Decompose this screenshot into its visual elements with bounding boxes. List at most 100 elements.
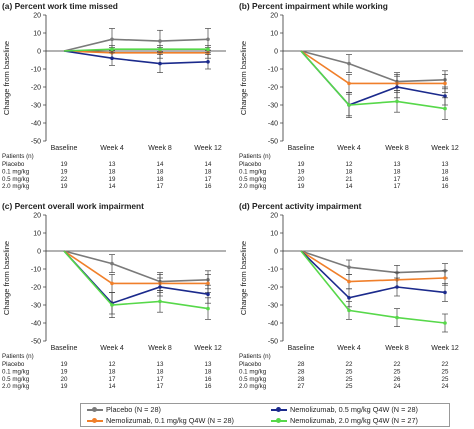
patients-count: 18 <box>205 168 212 175</box>
x-tick-label: Baseline <box>51 145 78 152</box>
patients-count: 28 <box>298 376 305 383</box>
patients-count: 14 <box>109 383 116 390</box>
patients-count: 22 <box>61 176 68 183</box>
patients-count: 24 <box>442 383 449 390</box>
data-point <box>443 106 447 111</box>
patients-count: 17 <box>109 376 116 383</box>
data-point <box>395 315 399 320</box>
patients-count: 13 <box>109 161 116 168</box>
x-tick-label: Week 4 <box>100 345 124 352</box>
patients-count: 25 <box>346 383 353 390</box>
legend-swatch-0-5mgkg <box>271 407 287 413</box>
x-tick-label: Baseline <box>288 145 315 152</box>
y-tick-label: -20 <box>31 284 41 291</box>
x-tick-label: Week 4 <box>337 345 361 352</box>
series-line <box>63 38 209 52</box>
y-tick-label: -30 <box>31 302 41 309</box>
patients-count: 17 <box>394 176 401 183</box>
legend-swatch-0-1mgkg <box>87 418 103 424</box>
data-point <box>110 56 114 60</box>
patients-count: 20 <box>298 176 305 183</box>
patients-row-label: Placebo <box>2 361 25 368</box>
data-point <box>110 47 114 51</box>
legend-item-0-5mgkg: Nemolizumab, 0.5 mg/kg Q4W (N = 28) <box>271 405 418 415</box>
series-line <box>63 250 209 310</box>
legend-swatch-2-0mgkg <box>271 418 287 424</box>
data-point <box>347 103 351 107</box>
patients-count: 18 <box>109 368 116 375</box>
y-tick-label: -40 <box>31 120 41 127</box>
data-point <box>158 299 162 304</box>
y-tick-label: 0 <box>274 248 278 255</box>
patients-count: 13 <box>394 161 401 168</box>
y-tick-label: 20 <box>270 212 278 219</box>
patients-count: 16 <box>442 176 449 183</box>
series-line <box>300 250 446 283</box>
data-point <box>206 47 210 51</box>
data-point <box>110 37 114 42</box>
patients-heading: Patients (n) <box>239 153 271 160</box>
y-tick-label: 10 <box>33 230 41 237</box>
data-point <box>347 61 351 66</box>
patients-count: 28 <box>298 361 305 368</box>
series-2-0mgkg <box>300 250 448 333</box>
patients-count: 16 <box>205 383 212 390</box>
series-placebo <box>300 250 448 281</box>
y-tick-label: -40 <box>268 320 278 327</box>
patients-row-label: 0.1 mg/kg <box>2 368 30 375</box>
y-tick-label: -10 <box>268 266 278 273</box>
y-tick-label: -20 <box>268 284 278 291</box>
patients-count: 18 <box>394 168 401 175</box>
y-tick-label: -20 <box>268 84 278 91</box>
patients-heading: Patients (n) <box>2 153 34 160</box>
data-point <box>395 99 399 104</box>
patients-count: 17 <box>157 383 164 390</box>
patients-row-label: 0.1 mg/kg <box>239 168 267 175</box>
patients-row-label: 0.5 mg/kg <box>239 176 267 183</box>
y-tick-label: -10 <box>268 66 278 73</box>
series-line <box>300 50 446 83</box>
legend-label-0-5mgkg: Nemolizumab, 0.5 mg/kg Q4W (N = 28) <box>290 405 418 415</box>
patients-count: 18 <box>157 176 164 183</box>
patients-row-label: 2.0 mg/kg <box>239 183 267 190</box>
series-line <box>300 50 446 110</box>
patients-count: 21 <box>346 176 353 183</box>
patients-row-label: Placebo <box>2 161 25 168</box>
patients-count: 28 <box>298 368 305 375</box>
patients-count: 16 <box>205 376 212 383</box>
x-tick-label: Week 4 <box>337 145 361 152</box>
series-line <box>300 50 446 106</box>
data-point <box>347 81 351 86</box>
y-tick-label: -50 <box>268 138 278 145</box>
patients-count: 25 <box>346 376 353 383</box>
patients-count: 19 <box>298 168 305 175</box>
patients-count: 20 <box>61 376 68 383</box>
data-point <box>158 39 162 43</box>
y-tick-label: 20 <box>270 12 278 19</box>
series-line <box>63 50 208 54</box>
data-point <box>443 321 447 325</box>
patients-count: 19 <box>61 361 68 368</box>
patients-count: 25 <box>442 376 449 383</box>
series-line <box>300 250 446 299</box>
patients-count: 16 <box>205 183 212 190</box>
patients-count: 12 <box>346 161 353 168</box>
data-point <box>395 85 399 89</box>
legend-label-0-1mgkg: Nemolizumab, 0.1 mg/kg Q4W (N = 28) <box>106 416 234 426</box>
series-line <box>300 250 446 274</box>
patients-count: 25 <box>346 368 353 375</box>
x-tick-label: Week 8 <box>148 145 172 152</box>
patients-count: 14 <box>205 161 212 168</box>
data-point <box>347 308 351 313</box>
patients-count: 18 <box>346 168 353 175</box>
y-tick-label: 20 <box>33 212 41 219</box>
chart-panel-2: (b) Percent impairment while working Chan… <box>239 1 463 190</box>
y-tick-label: 0 <box>37 248 41 255</box>
x-tick-label: Week 12 <box>194 145 222 152</box>
legend: Placebo (N = 28) Nemolizumab, 0.1 mg/kg … <box>80 403 450 427</box>
patients-count: 12 <box>109 361 116 368</box>
data-point <box>347 265 351 270</box>
patients-row-label: 0.1 mg/kg <box>239 368 267 375</box>
x-tick-label: Week 8 <box>148 345 172 352</box>
patients-count: 17 <box>394 183 401 190</box>
